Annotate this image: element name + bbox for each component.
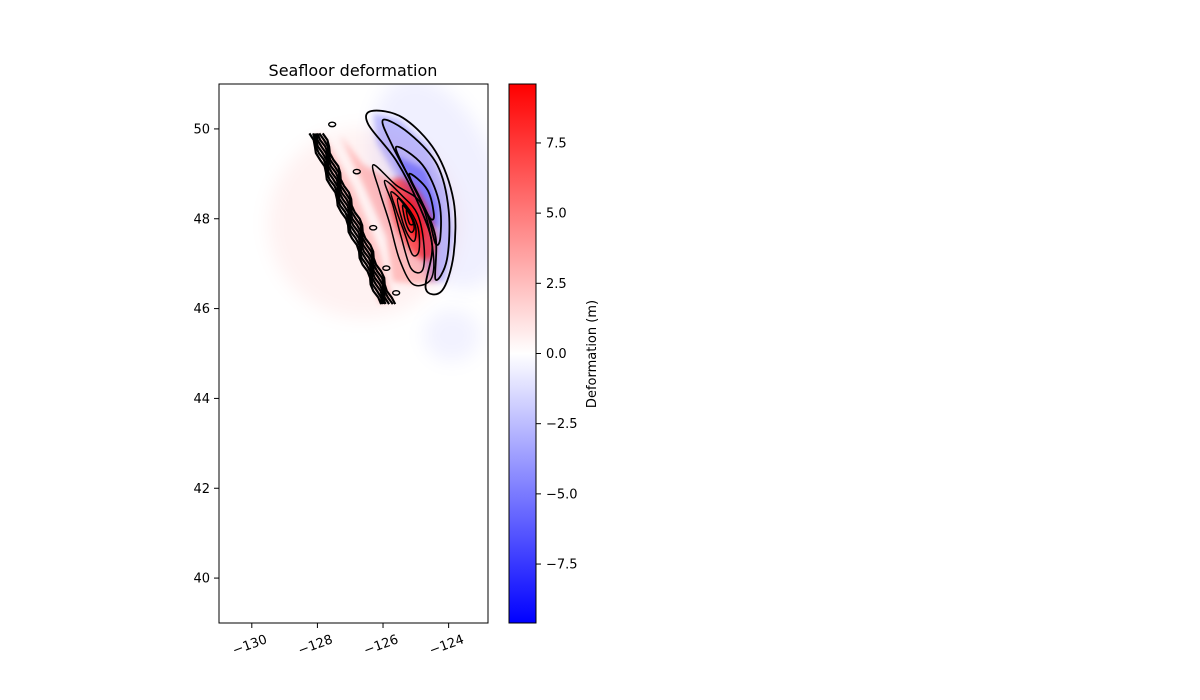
plot-frame xyxy=(218,83,489,624)
uplift-contour xyxy=(371,164,435,287)
colorbar-tick-label: 7.5 xyxy=(546,136,567,151)
y-tick-label: 44 xyxy=(193,392,210,407)
x-tick-label: −130 xyxy=(231,632,270,658)
uplift-contour xyxy=(390,191,421,257)
x-tick-label: −124 xyxy=(427,632,466,658)
colorbar-tick-label: 2.5 xyxy=(546,277,567,292)
y-tick-label: 50 xyxy=(193,122,210,137)
subsidence-contour xyxy=(408,172,435,221)
colorbar-tick-label: 5.0 xyxy=(546,207,567,222)
contour-blob xyxy=(382,265,391,272)
western-band-contour xyxy=(318,132,394,305)
colorbar-axis: −7.5 −5.0 −2.5 0.0 2.5 5.0 7.5 xyxy=(536,136,578,573)
colorbar-tick-label: −7.5 xyxy=(546,558,578,573)
colorbar xyxy=(508,83,537,624)
deformation-contours xyxy=(308,109,457,305)
uplift-contour xyxy=(405,209,415,226)
contour-blob xyxy=(352,168,361,175)
x-tick-label: −128 xyxy=(296,632,335,658)
western-band-contour xyxy=(315,133,387,305)
colorbar-tick-label: −5.0 xyxy=(546,487,578,502)
western-band-contour xyxy=(321,132,397,305)
western-band-contour xyxy=(308,132,383,305)
subsidence-contour xyxy=(365,109,457,296)
chart-title: Seafloor deformation xyxy=(269,61,438,80)
uplift-contour xyxy=(383,179,426,274)
contour-blob xyxy=(391,289,401,296)
x-tick-label: −126 xyxy=(362,632,401,658)
contour-blob xyxy=(327,121,337,128)
western-band-contour xyxy=(316,132,391,305)
colorbar-tick-label: 0.0 xyxy=(546,347,567,362)
y-tick-label: 40 xyxy=(193,572,210,587)
colorbar-tick-label: −2.5 xyxy=(546,417,578,432)
y-tick-label: 48 xyxy=(193,212,210,227)
subsidence-halo-south xyxy=(423,309,480,362)
y-axis: 40 42 44 46 48 50 xyxy=(193,122,219,587)
y-tick-label: 46 xyxy=(193,302,210,317)
y-tick-label: 42 xyxy=(193,482,210,497)
contour-blob xyxy=(368,224,378,231)
uplift-contour xyxy=(396,197,417,243)
x-axis: −130 −128 −126 −124 xyxy=(231,623,466,659)
colorbar-label: Deformation (m) xyxy=(585,300,600,408)
